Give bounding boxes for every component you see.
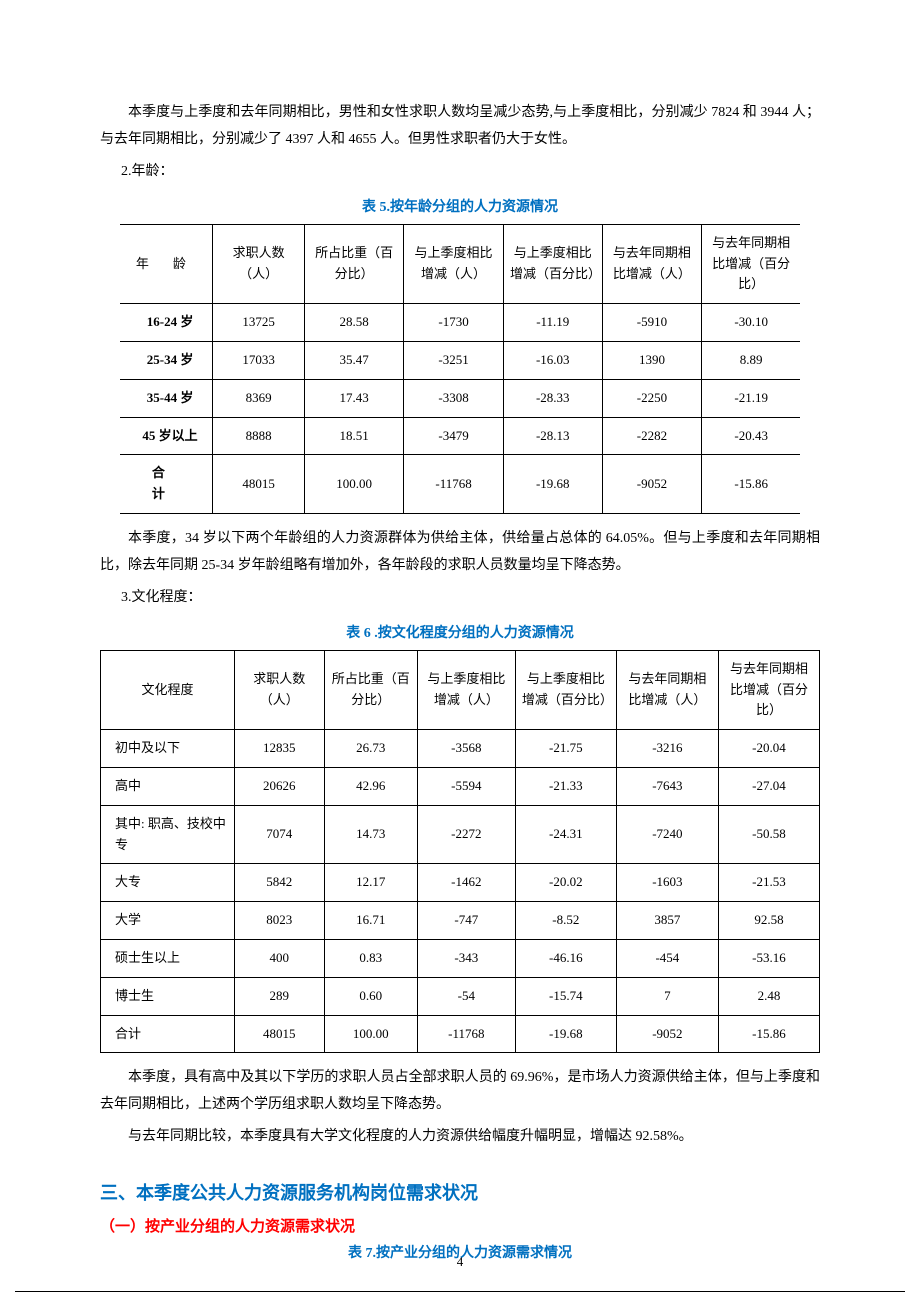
table6-head: 文化程度 求职人数（人） 所占比重（百分比） 与上季度相比增减（人） 与上季度相… bbox=[101, 650, 820, 729]
table-row: 45 岁以上888818.51-3479-28.13-2282-20.43 bbox=[120, 417, 800, 455]
th: 与上季度相比增减（人） bbox=[404, 224, 504, 303]
th: 与上季度相比增减（百分比） bbox=[515, 650, 616, 729]
table-row: 合计48015100.00-11768-19.68-9052-15.86 bbox=[101, 1015, 820, 1053]
section-3-heading: 三、本季度公共人力资源服务机构岗位需求状况 bbox=[100, 1179, 820, 1205]
th: 与去年同期相比增减（百分比） bbox=[702, 224, 800, 303]
table-education: 文化程度 求职人数（人） 所占比重（百分比） 与上季度相比增减（人） 与上季度相… bbox=[100, 650, 820, 1054]
th: 所占比重（百分比） bbox=[305, 224, 404, 303]
th: 文化程度 bbox=[101, 650, 235, 729]
th: 求职人数（人） bbox=[213, 224, 305, 303]
th: 求职人数（人） bbox=[234, 650, 324, 729]
table-row: 25-34 岁1703335.47-3251-16.0313908.89 bbox=[120, 341, 800, 379]
subsection-heading: （一）按产业分组的人力资源需求状况 bbox=[100, 1213, 820, 1242]
th: 与上季度相比增减（人） bbox=[417, 650, 515, 729]
table5-title: 表 5.按年龄分组的人力资源情况 bbox=[100, 196, 820, 216]
th: 所占比重（百分比） bbox=[324, 650, 417, 729]
table6-body: 初中及以下1283526.73-3568-21.75-3216-20.04 高中… bbox=[101, 730, 820, 1053]
th: 与去年同期相比增减（人） bbox=[616, 650, 718, 729]
table6-title: 表 6 .按文化程度分组的人力资源情况 bbox=[100, 622, 820, 642]
th: 与上季度相比增减（百分比） bbox=[503, 224, 602, 303]
paragraph-edu-label: 3.文化程度： bbox=[100, 585, 820, 612]
table-row: 35-44 岁836917.43-3308-28.33-2250-21.19 bbox=[120, 379, 800, 417]
paragraph-age-label: 2.年龄： bbox=[100, 159, 820, 186]
table-age-group: 年 龄 求职人数（人） 所占比重（百分比） 与上季度相比增减（人） 与上季度相比… bbox=[120, 224, 800, 514]
table5-body: 16-24 岁1372528.58-1730-11.19-5910-30.10 … bbox=[120, 304, 800, 514]
table-row: 16-24 岁1372528.58-1730-11.19-5910-30.10 bbox=[120, 304, 800, 342]
paragraph-edu-analysis-2: 与去年同期比较，本季度具有大学文化程度的人力资源供给幅度升幅明显，增幅达 92.… bbox=[100, 1124, 820, 1151]
th: 年 龄 bbox=[136, 256, 196, 271]
table-row: 其中: 职高、技校中专707414.73-2272-24.31-7240-50.… bbox=[101, 805, 820, 864]
table-row: 初中及以下1283526.73-3568-21.75-3216-20.04 bbox=[101, 730, 820, 768]
footer-divider bbox=[15, 1291, 905, 1292]
table-row: 博士生2890.60-54-15.7472.48 bbox=[101, 977, 820, 1015]
paragraph-age-analysis: 本季度，34 岁以下两个年龄组的人力资源群体为供给主体，供给量占总体的 64.0… bbox=[100, 526, 820, 579]
document-page: 本季度与上季度和去年同期相比，男性和女性求职人数均呈减少态势,与上季度相比，分别… bbox=[0, 0, 920, 1310]
page-number: 4 bbox=[0, 1254, 920, 1270]
paragraph-intro: 本季度与上季度和去年同期相比，男性和女性求职人数均呈减少态势,与上季度相比，分别… bbox=[100, 100, 820, 153]
table-row: 合 计48015100.00-11768-19.68-9052-15.86 bbox=[120, 455, 800, 514]
table-row: 硕士生以上4000.83-343-46.16-454-53.16 bbox=[101, 939, 820, 977]
th: 与去年同期相比增减（百分比） bbox=[718, 650, 819, 729]
table-row: 大学802316.71-747-8.52385792.58 bbox=[101, 902, 820, 940]
table5-head: 年 龄 求职人数（人） 所占比重（百分比） 与上季度相比增减（人） 与上季度相比… bbox=[120, 224, 800, 303]
table-row: 高中2062642.96-5594-21.33-7643-27.04 bbox=[101, 767, 820, 805]
th: 与去年同期相比增减（人） bbox=[602, 224, 702, 303]
paragraph-edu-analysis-1: 本季度，具有高中及其以下学历的求职人员占全部求职人员的 69.96%，是市场人力… bbox=[100, 1065, 820, 1118]
table-row: 大专584212.17-1462-20.02-1603-21.53 bbox=[101, 864, 820, 902]
